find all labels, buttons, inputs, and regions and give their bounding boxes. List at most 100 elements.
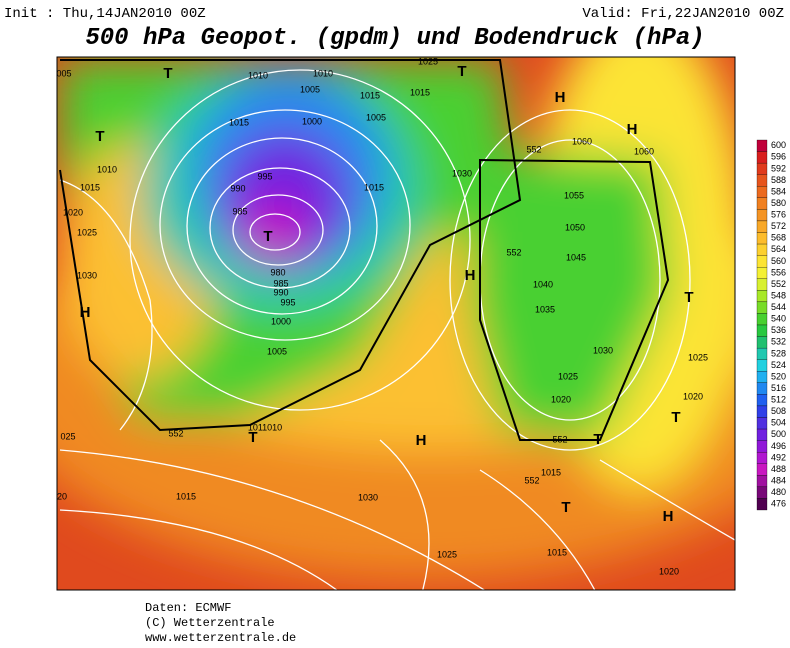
isobar-label: 1015 (229, 117, 249, 127)
colorbar-cell (756, 220, 768, 233)
isobar-label: 1010 (248, 70, 268, 80)
colorbar-cell (756, 498, 768, 511)
isobar-label: 1055 (564, 190, 584, 200)
pressure-center: H (80, 304, 91, 321)
colorbar-label: 504 (771, 418, 786, 428)
colorbar-label: 544 (771, 302, 786, 312)
colorbar-label: 584 (771, 186, 786, 196)
colorbar-cell (756, 394, 768, 407)
colorbar-label: 560 (771, 256, 786, 266)
colorbar-label: 552 (771, 279, 786, 289)
colorbar-label: 484 (771, 475, 786, 485)
colorbar-cell (756, 139, 768, 152)
colorbar-label: 568 (771, 233, 786, 243)
colorbar-label: 556 (771, 267, 786, 277)
colorbar-cell (756, 336, 768, 349)
isobar-label: 985 (232, 206, 247, 216)
isobar-label: 1015 (80, 182, 100, 192)
isobar-label: 1010 (313, 68, 333, 78)
colorbar-label: 476 (771, 499, 786, 509)
colorbar-label: 572 (771, 221, 786, 231)
isobar-label: 1060 (634, 146, 654, 156)
colorbar-label: 508 (771, 406, 786, 416)
colorbar-label: 576 (771, 210, 786, 220)
colorbar-cell (756, 186, 768, 198)
colorbar-cell (756, 405, 768, 418)
isobar-label: 1020 (683, 391, 703, 401)
colorbar-cell (756, 486, 768, 499)
colorbar-cell (756, 151, 768, 164)
colorbar-cell (756, 452, 768, 464)
pressure-center: H (663, 508, 674, 525)
pressure-center: H (627, 121, 638, 138)
isobar-label: 1040 (533, 279, 553, 289)
isobar-label: 995 (257, 171, 272, 181)
isobar-label: 552 (526, 144, 541, 154)
isobar-label: 985 (273, 278, 288, 288)
isobar-label: 1025 (418, 56, 438, 66)
colorbar-cell (756, 290, 768, 303)
isobar-label: 552 (552, 434, 567, 444)
colorbar-cell (756, 347, 768, 360)
colorbar-cell (756, 440, 768, 453)
colorbar-cell (756, 301, 768, 314)
isobar-label: 025 (60, 431, 75, 441)
isobar-label: 1005 (267, 346, 287, 356)
map-frame (56, 56, 736, 591)
colorbar-cell (756, 232, 768, 245)
isobar-label: 980 (270, 267, 285, 277)
isobar-label: 1011010 (248, 422, 282, 432)
colorbar-cell (756, 359, 768, 372)
isobar-label: 1025 (688, 352, 708, 362)
map-field (57, 57, 735, 590)
colorbar-label: 548 (771, 290, 786, 300)
colorbar-label: 480 (771, 487, 786, 497)
isobar-label: 1020 (659, 566, 679, 576)
colorbar-label: 596 (771, 152, 786, 162)
valid-time: Valid: Fri,22JAN2010 00Z (582, 6, 784, 22)
pressure-center: H (416, 432, 427, 449)
colorbar-label: 496 (771, 441, 786, 451)
isobar-label: 1005 (366, 112, 386, 122)
isobar-label: 1025 (558, 371, 578, 381)
colorbar-label: 512 (771, 395, 786, 405)
colorbar-cell (756, 475, 768, 488)
isobar-label: 1060 (572, 136, 592, 146)
colorbar-label: 488 (771, 464, 786, 474)
colorbar-label: 520 (771, 371, 786, 381)
isobar-label: 1035 (535, 304, 555, 314)
isobar-label: 1015 (364, 182, 384, 192)
colorbar-cell (756, 209, 768, 222)
isobar-label: 1005 (300, 84, 320, 94)
colorbar-label: 524 (771, 360, 786, 370)
colorbar-cell (756, 278, 768, 291)
colorbar-cell (756, 417, 768, 430)
isobar-label: 552 (168, 428, 183, 438)
colorbar-label: 500 (771, 429, 786, 439)
colorbar-cell (756, 371, 768, 383)
isobar-label: 1015 (410, 87, 430, 97)
colorbar-cell (756, 463, 768, 476)
isobar-label: 995 (280, 297, 295, 307)
isobar-label: 1030 (358, 492, 378, 502)
isobar-label: 1020 (551, 394, 571, 404)
colorbar-label: 492 (771, 452, 786, 462)
pressure-center: T (561, 499, 570, 516)
source: Daten: ECMWF (145, 601, 231, 615)
copyright: (C) Wetterzentrale (145, 616, 275, 630)
isobar-label: 1020 (63, 207, 83, 217)
colorbar-cell (756, 197, 768, 210)
colorbar-cell (756, 428, 768, 441)
isobar-label: 990 (273, 287, 288, 297)
isobar-label: 552 (506, 247, 521, 257)
init-time: Init : Thu,14JAN2010 00Z (4, 6, 206, 22)
pressure-center: T (671, 409, 680, 426)
colorbar-label: 540 (771, 314, 786, 324)
url: www.wetterzentrale.de (145, 631, 296, 645)
colorbar-label: 592 (771, 163, 786, 173)
pressure-center: T (95, 128, 104, 145)
colorbar-cell (756, 324, 768, 337)
colorbar-label: 528 (771, 348, 786, 358)
isobar-label: 1030 (77, 270, 97, 280)
